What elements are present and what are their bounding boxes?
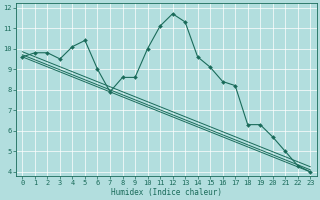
- X-axis label: Humidex (Indice chaleur): Humidex (Indice chaleur): [111, 188, 222, 197]
